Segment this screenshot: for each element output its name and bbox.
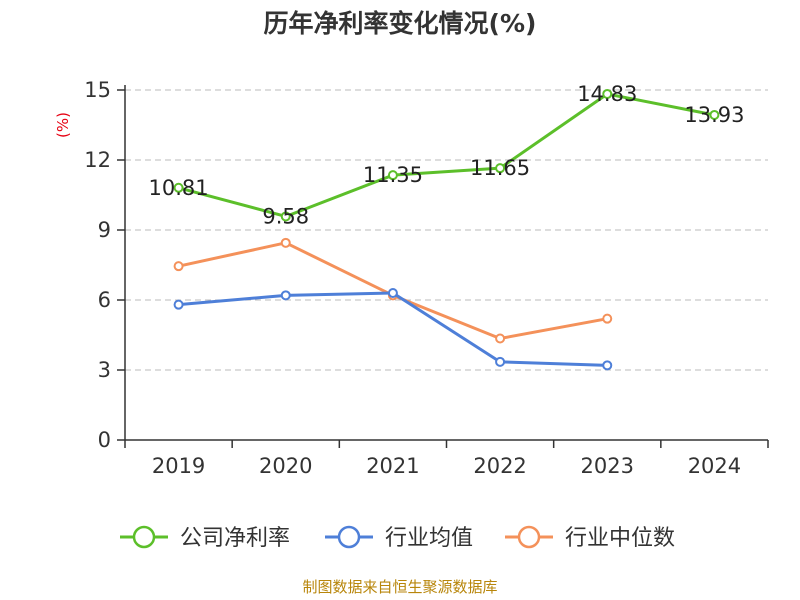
data-point <box>602 88 613 99</box>
series-lines <box>173 88 720 371</box>
legend-label: 行业均值 <box>385 526 473 551</box>
x-tick-label: 2024 <box>688 454 741 478</box>
legend-item[interactable]: 行业中位数 <box>505 525 675 551</box>
data-point <box>387 170 398 181</box>
data-label: 13.93 <box>684 103 744 127</box>
x-tick-label: 2021 <box>366 454 419 478</box>
y-tick-label: 3 <box>98 358 111 382</box>
data-point <box>495 333 506 344</box>
data-point <box>495 163 506 174</box>
data-point <box>173 261 184 272</box>
axes: 0 3 6 9 12 15 2019 2020 2021 2022 2023 2024 <box>84 78 769 478</box>
data-point <box>280 290 291 301</box>
data-point <box>602 313 613 324</box>
data-point <box>602 360 613 371</box>
data-point <box>173 299 184 310</box>
data-label: 11.65 <box>470 156 530 180</box>
y-tick-label: 0 <box>98 428 111 452</box>
x-tick-label: 2019 <box>152 454 205 478</box>
y-tick-label: 15 <box>84 78 111 102</box>
data-labels: 10.81 9.58 11.35 11.65 14.83 13.93 <box>149 82 745 228</box>
legend[interactable]: 公司净利率 行业均值 行业中位数 <box>120 525 675 551</box>
data-point <box>387 288 398 298</box>
data-label: 14.83 <box>577 82 637 106</box>
data-point <box>495 356 506 367</box>
series-line <box>178 92 715 218</box>
legend-item[interactable]: 行业均值 <box>325 525 473 551</box>
legend-item[interactable]: 公司净利率 <box>120 525 290 551</box>
data-point <box>709 109 720 120</box>
data-point <box>280 237 291 248</box>
source-note: 制图数据来自恒生聚源数据库 <box>302 578 497 596</box>
y-tick-label: 9 <box>98 218 111 242</box>
x-tick-label: 2022 <box>473 454 526 478</box>
data-label: 9.58 <box>262 204 309 228</box>
data-label: 11.35 <box>363 163 423 187</box>
y-tick-label: 6 <box>98 288 111 312</box>
legend-label: 公司净利率 <box>180 526 290 551</box>
legend-label: 行业中位数 <box>565 526 675 551</box>
legend-marker <box>337 525 361 549</box>
legend-marker <box>517 525 541 549</box>
x-tick-label: 2023 <box>581 454 634 478</box>
chart-title: 历年净利率变化情况(%) <box>264 9 537 38</box>
data-point <box>173 182 184 193</box>
grid-lines <box>125 89 768 371</box>
y-axis-unit: (%) <box>54 112 72 138</box>
y-tick-label: 12 <box>84 148 111 172</box>
data-label: 10.81 <box>149 176 209 200</box>
x-tick-label: 2020 <box>259 454 312 478</box>
data-point <box>280 211 291 222</box>
legend-marker <box>132 525 156 549</box>
